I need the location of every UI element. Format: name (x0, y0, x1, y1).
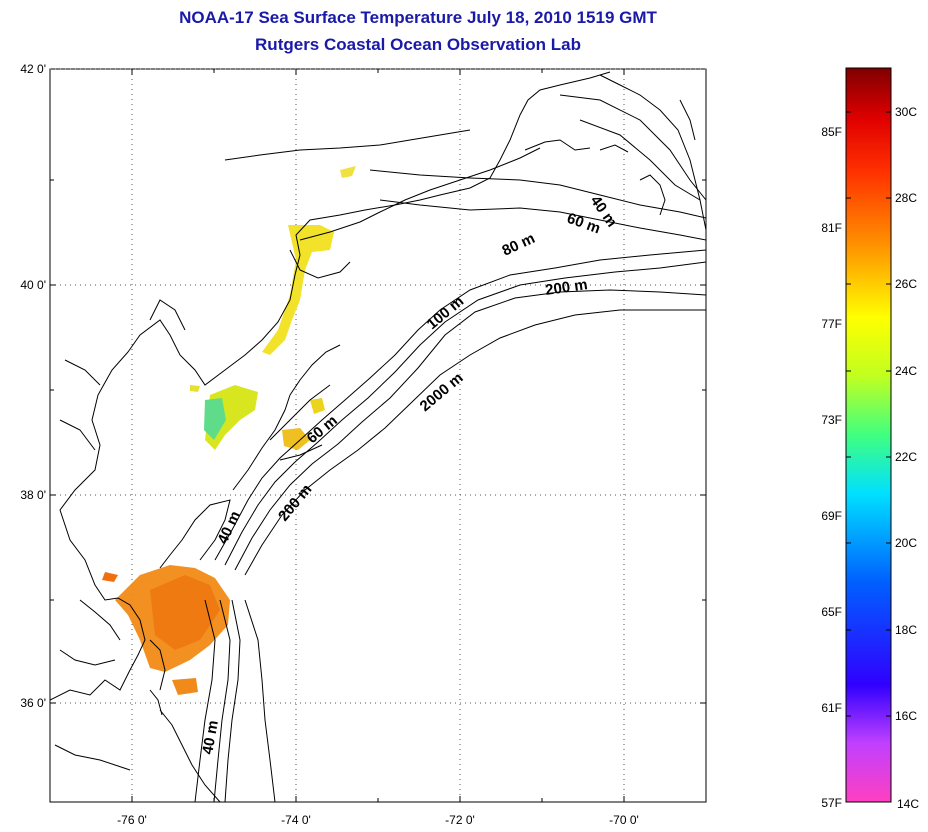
colorbar-c-22: 22C (895, 450, 917, 464)
bathymetry-contours (194, 94, 706, 802)
colorbar-c-26: 26C (895, 277, 917, 291)
colorbar-c-28: 28C (895, 191, 917, 205)
lon-label-70: -70 0' (609, 813, 639, 827)
lon-label-74: -74 0' (281, 813, 311, 827)
graticule (50, 68, 706, 802)
colorbar-ramp (845, 67, 892, 803)
axis-labels: 42 0' 40 0' 38 0' 36 0' -76 0' -74 0' -7… (20, 62, 638, 827)
colorbar-c-14: 14C (897, 797, 919, 811)
sst-patch-offshore (282, 428, 310, 450)
colorbar-c-30: 30C (895, 105, 917, 119)
lat-label-38: 38 0' (20, 488, 46, 502)
colorbar-c-24: 24C (895, 364, 917, 378)
lat-label-36: 36 0' (20, 696, 46, 710)
colorbar-f-65: 65F (821, 605, 842, 619)
lat-label-40: 40 0' (20, 278, 46, 292)
depth-label-40m-south: 40 m (199, 719, 222, 756)
map-subtitle: Rutgers Coastal Ocean Observation Lab (255, 35, 581, 54)
sst-patch-speck (190, 385, 200, 392)
lon-label-72: -72 0' (445, 813, 475, 827)
colorbar-f-81: 81F (821, 221, 842, 235)
sst-patch-cool (204, 398, 226, 440)
map-title: NOAA-17 Sea Surface Temperature July 18,… (179, 8, 657, 27)
depth-label-200m-north: 200 m (544, 276, 588, 299)
map-frame (49, 68, 707, 803)
sst-patch-bay (102, 572, 118, 582)
colorbar-c-16: 16C (895, 709, 917, 723)
sst-patch-south (172, 678, 198, 695)
colorbar-c-18: 18C (895, 623, 917, 637)
sst-data (102, 166, 356, 695)
colorbar-c-20: 20C (895, 536, 917, 550)
sst-patch-nj (262, 225, 334, 355)
coastline (50, 71, 706, 802)
colorbar: 85F 81F 77F 73F 69F 65F 61F 57F 30C 28C … (821, 67, 919, 811)
colorbar-f-57: 57F (821, 796, 842, 810)
lon-label-76: -76 0' (117, 813, 147, 827)
colorbar-f-73: 73F (821, 413, 842, 427)
sst-patch-core (150, 575, 220, 650)
colorbar-f-69: 69F (821, 509, 842, 523)
sst-patch-li (340, 166, 356, 178)
lat-label-42: 42 0' (20, 62, 46, 76)
sst-patch-offshore-2 (310, 398, 325, 414)
colorbar-ticks (846, 111, 891, 717)
colorbar-f-85: 85F (821, 125, 842, 139)
colorbar-f-61: 61F (821, 701, 842, 715)
colorbar-f-77: 77F (821, 317, 842, 331)
